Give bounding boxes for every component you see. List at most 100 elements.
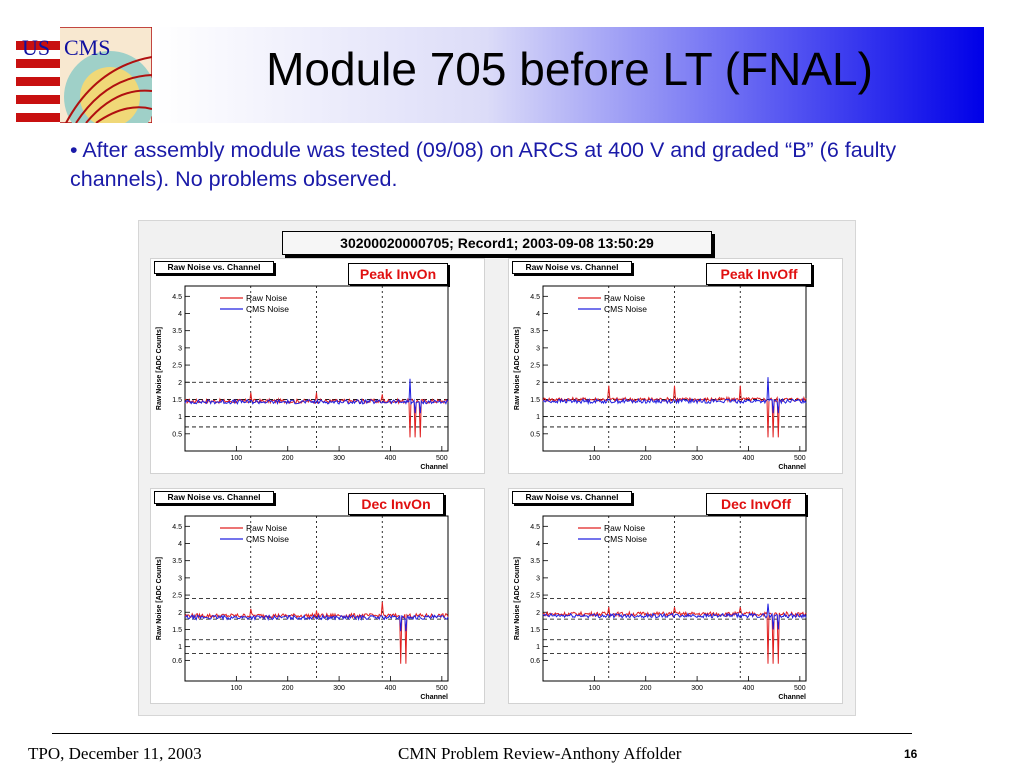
chart-svg: 0.6 1 1.5 2 2.5 3 3.5 4 4.5 100 200 300 400 500 Channe… — [514, 515, 807, 701]
legend-label: CMS Noise — [604, 534, 647, 544]
y-tick-label: 4 — [536, 311, 540, 318]
legend-label: CMS Noise — [246, 304, 289, 314]
panel-title: Dec InvOn — [348, 493, 444, 515]
y-tick-label: 4.5 — [172, 294, 182, 301]
x-tick-label: 500 — [436, 455, 448, 462]
y-tick-label: 4.5 — [530, 294, 540, 301]
logo-text-cms: CMS — [64, 35, 110, 60]
x-tick-label: 200 — [282, 685, 294, 692]
x-tick-label: 300 — [691, 685, 703, 692]
series-line-cms-noise — [542, 377, 807, 414]
panel-title: Peak InvOff — [706, 263, 812, 285]
y-tick-label: 1.5 — [530, 627, 540, 634]
x-tick-label: 300 — [691, 455, 703, 462]
x-tick-label: 500 — [436, 685, 448, 692]
panel-dec-invon: Raw Noise vs. Channel Dec InvOn 0.6 1 1.5 2… — [150, 488, 485, 704]
legend-label: CMS Noise — [246, 534, 289, 544]
legend-label: CMS Noise — [604, 304, 647, 314]
page-number: 16 — [904, 747, 918, 761]
panel-peak-invon: Raw Noise vs. Channel Peak InvOn 0.5 1 1.5… — [150, 258, 485, 474]
y-tick-label: 4.5 — [172, 524, 182, 531]
y-tick-label: 3 — [536, 345, 540, 352]
footer-center: CMN Problem Review-Anthony Affolder — [398, 744, 682, 763]
x-tick-label: 200 — [640, 455, 652, 462]
y-tick-label: 4 — [536, 541, 540, 548]
x-tick-label: 300 — [333, 685, 345, 692]
x-tick-label: 100 — [589, 455, 601, 462]
y-tick-label: 2.5 — [530, 593, 540, 600]
series-line-raw-noise — [184, 601, 449, 664]
y-tick-label: 4 — [178, 311, 182, 318]
x-tick-label: 300 — [333, 455, 345, 462]
y-tick-label: 0.5 — [172, 431, 182, 438]
y-tick-label: 3 — [178, 575, 182, 582]
y-tick-label: 1.5 — [172, 397, 182, 404]
series-line-cms-noise — [184, 613, 449, 632]
series-line-cms-noise — [184, 378, 449, 414]
y-tick-label: 2 — [178, 380, 182, 387]
y-tick-label: 4 — [178, 541, 182, 548]
legend-label: Raw Noise — [604, 293, 645, 303]
x-tick-label: 200 — [282, 455, 294, 462]
y-tick-label: 0.6 — [172, 658, 182, 665]
legend-label: Raw Noise — [246, 293, 287, 303]
x-tick-label: 500 — [794, 455, 806, 462]
hist-label: Raw Noise vs. Channel — [154, 261, 274, 274]
y-axis-label: Raw Noise [ADC Counts] — [514, 327, 521, 410]
panel-title: Peak InvOn — [348, 263, 448, 285]
y-tick-label: 1 — [536, 414, 540, 421]
legend-label: Raw Noise — [604, 523, 645, 533]
y-tick-label: 3.5 — [530, 558, 540, 565]
x-tick-label: 500 — [794, 685, 806, 692]
y-axis-label: Raw Noise [ADC Counts] — [514, 557, 521, 640]
plot-frame — [542, 285, 807, 452]
x-tick-label: 100 — [231, 685, 243, 692]
y-tick-label: 1 — [178, 644, 182, 651]
x-tick-label: 100 — [589, 685, 601, 692]
slide-title: Module 705 before LT (FNAL) — [266, 43, 873, 95]
panel-dec-invoff: Raw Noise vs. Channel Dec InvOff 0.6 1 1.5… — [508, 488, 843, 704]
y-axis-label: Raw Noise [ADC Counts] — [156, 557, 163, 640]
x-axis-label: Channel — [420, 694, 448, 701]
y-tick-label: 2.5 — [530, 363, 540, 370]
y-tick-label: 0.5 — [530, 431, 540, 438]
y-tick-label: 1 — [536, 644, 540, 651]
y-axis-label: Raw Noise [ADC Counts] — [156, 327, 163, 410]
legend-label: Raw Noise — [246, 523, 287, 533]
y-tick-label: 2 — [536, 610, 540, 617]
series-line-cms-noise — [542, 603, 807, 630]
y-tick-label: 3.5 — [530, 328, 540, 335]
y-tick-label: 2.5 — [172, 363, 182, 370]
y-tick-label: 2 — [536, 380, 540, 387]
chart-svg: 0.6 1 1.5 2 2.5 3 3.5 4 4.5 100 200 300 400 500 Channe… — [156, 515, 449, 701]
x-tick-label: 400 — [743, 685, 755, 692]
y-tick-label: 1.5 — [172, 627, 182, 634]
logo-text-us: US — [22, 35, 50, 60]
footer-divider — [52, 733, 912, 734]
y-tick-label: 4.5 — [530, 524, 540, 531]
x-axis-label: Channel — [778, 464, 806, 471]
uscms-logo: US CMS — [16, 27, 152, 123]
y-tick-label: 2.5 — [172, 593, 182, 600]
x-tick-label: 400 — [385, 685, 397, 692]
hist-label: Raw Noise vs. Channel — [154, 491, 274, 504]
hist-label: Raw Noise vs. Channel — [512, 261, 632, 274]
x-axis-label: Channel — [420, 464, 448, 471]
x-tick-label: 200 — [640, 685, 652, 692]
chart-svg: 0.5 1 1.5 2 2.5 3 3.5 4 4.5 100 200 300 400 500 Channe… — [156, 285, 449, 471]
x-tick-label: 100 — [231, 455, 243, 462]
x-tick-label: 400 — [385, 455, 397, 462]
x-tick-label: 400 — [743, 455, 755, 462]
y-tick-label: 3 — [536, 575, 540, 582]
figure-title: 30200020000705; Record1; 2003-09-08 13:5… — [282, 231, 712, 255]
y-tick-label: 1 — [178, 414, 182, 421]
y-tick-label: 3.5 — [172, 558, 182, 565]
y-tick-label: 2 — [178, 610, 182, 617]
x-axis-label: Channel — [778, 694, 806, 701]
y-tick-label: 3.5 — [172, 328, 182, 335]
y-tick-label: 3 — [178, 345, 182, 352]
y-tick-label: 0.6 — [530, 658, 540, 665]
footer-left: TPO, December 11, 2003 — [28, 744, 202, 763]
title-band — [155, 27, 984, 123]
chart-svg: 0.5 1 1.5 2 2.5 3 3.5 4 4.5 100 200 300 400 500 Channe… — [514, 285, 807, 471]
